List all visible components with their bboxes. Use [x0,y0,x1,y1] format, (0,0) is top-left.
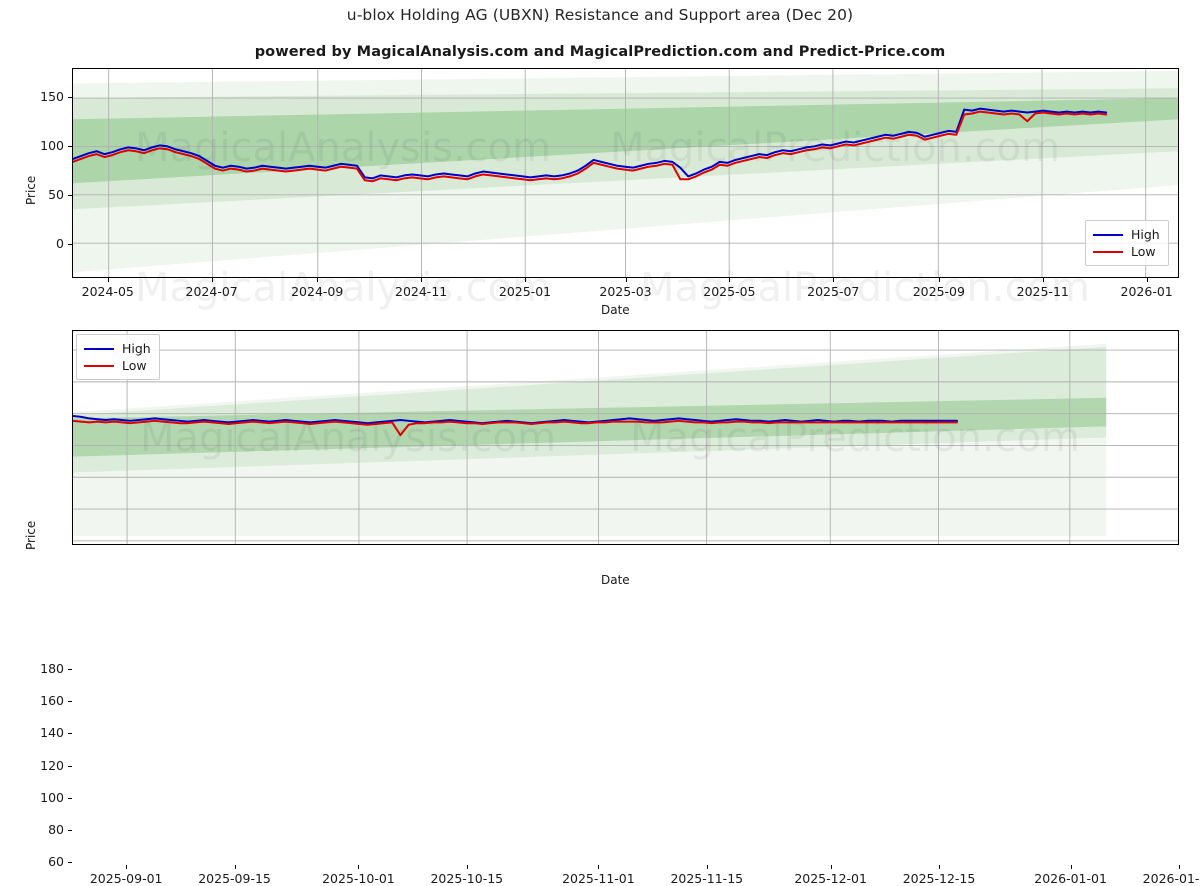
x-tick-label: 2025-03 [599,284,652,299]
series-line-low [73,110,1108,183]
x-tick-mark [234,865,236,869]
series-line-low [73,419,958,437]
x-tick-mark [625,278,627,282]
legend-label-high: High [1131,227,1160,242]
y-tick-label: 60 [48,853,64,869]
legend-row-low: Low [84,357,151,374]
band-inner-core [73,397,1107,457]
x-tick-label: 2025-12-01 [794,871,867,886]
x-tick-label: 2025-11-01 [562,871,635,886]
page-title: u-blox Holding AG (UBXN) Resistance and … [346,6,854,24]
series-line-high [73,107,1108,180]
x-tick-mark [830,865,832,869]
lower-panel: Price Date 60 80 100 120 140 160 180 2025-09-0… [0,320,1200,886]
y-tick-label: 100 [40,138,64,154]
x-tick-mark [358,865,360,869]
x-tick-mark [211,278,213,282]
lower-plot-area [72,330,1179,545]
y-tick-label: 120 [40,757,64,773]
x-tick-mark [1042,278,1044,282]
y-tick-mark [68,146,72,148]
x-tick-label: 2024-11 [395,284,448,299]
y-tick-label: 160 [40,693,64,709]
x-tick-mark [1179,865,1180,869]
x-tick-mark [598,865,600,869]
x-tick-label: 2025-11 [1016,284,1069,299]
legend-row-high: High [1093,226,1160,243]
x-tick-label: 2026-01 [1120,284,1173,299]
x-tick-mark [1070,865,1072,869]
legend-swatch-high [1093,233,1123,236]
legend-swatch-low [84,364,114,367]
y-tick-label: 100 [40,789,64,805]
x-tick-mark [729,278,731,282]
legend-row-low: Low [1093,243,1160,260]
x-tick-label: 2025-09-15 [198,871,271,886]
x-tick-mark [833,278,835,282]
x-tick-label: 2025-05 [703,284,756,299]
x-tick-mark [126,865,128,869]
x-tick-label: 2026-01-15 [1142,871,1200,886]
upper-x-axis-label: Date [601,303,630,317]
y-tick-mark [68,861,72,863]
x-tick-label: 2025-09 [912,284,965,299]
page-subtitle: powered by MagicalAnalysis.com and Magic… [254,44,946,60]
y-tick-mark [68,797,72,799]
lower-legend: High Low [76,334,160,380]
x-tick-label: 2024-05 [81,284,134,299]
x-tick-label: 2025-10-01 [322,871,395,886]
x-tick-label: 2025-01 [498,284,552,299]
legend-swatch-low [1093,250,1123,253]
y-tick-mark [68,733,72,735]
x-tick-mark [939,865,941,869]
y-tick-mark [68,97,72,99]
y-tick-mark [68,829,72,831]
legend-label-low: Low [122,358,147,373]
x-tick-label: 2025-12-15 [902,871,976,886]
y-tick-label: 80 [48,821,64,837]
y-tick-label: 180 [40,661,64,677]
x-tick-mark [525,278,527,282]
y-tick-label: 0 [56,235,64,251]
x-tick-label: 2024-07 [185,284,238,299]
x-tick-label: 2025-09-01 [89,871,163,886]
upper-plot-area [72,68,1179,278]
x-tick-label: 2026-01-01 [1034,871,1107,886]
lower-y-axis-label: Price [24,520,38,550]
y-tick-mark [68,243,72,245]
x-tick-mark [938,278,940,282]
legend-swatch-high [84,347,114,350]
x-tick-mark [706,865,708,869]
x-tick-mark [1146,278,1148,282]
upper-panel: Price Date 0 50 100 150 2024-05 2024-07 2024-… [0,0,1200,320]
x-tick-mark [421,278,423,282]
y-tick-label: 50 [48,186,64,202]
lower-x-axis-label: Date [601,573,630,587]
legend-row-high: High [84,340,151,357]
y-tick-label: 150 [40,89,64,105]
y-tick-mark [68,194,72,196]
x-tick-mark [107,278,109,282]
y-tick-mark [68,701,72,703]
x-tick-label: 2025-11-15 [670,871,744,886]
x-tick-label: 2024-09 [291,284,344,299]
x-tick-mark [317,278,319,282]
y-tick-mark [68,765,72,767]
y-tick-label: 140 [40,725,64,741]
upper-legend: High Low [1085,220,1169,266]
y-tick-mark [68,669,72,671]
legend-label-high: High [122,341,151,356]
x-tick-label: 2025-07 [807,284,860,299]
x-tick-label: 2025-10-15 [430,871,504,886]
x-tick-mark [466,865,468,869]
legend-label-low: Low [1131,244,1156,259]
